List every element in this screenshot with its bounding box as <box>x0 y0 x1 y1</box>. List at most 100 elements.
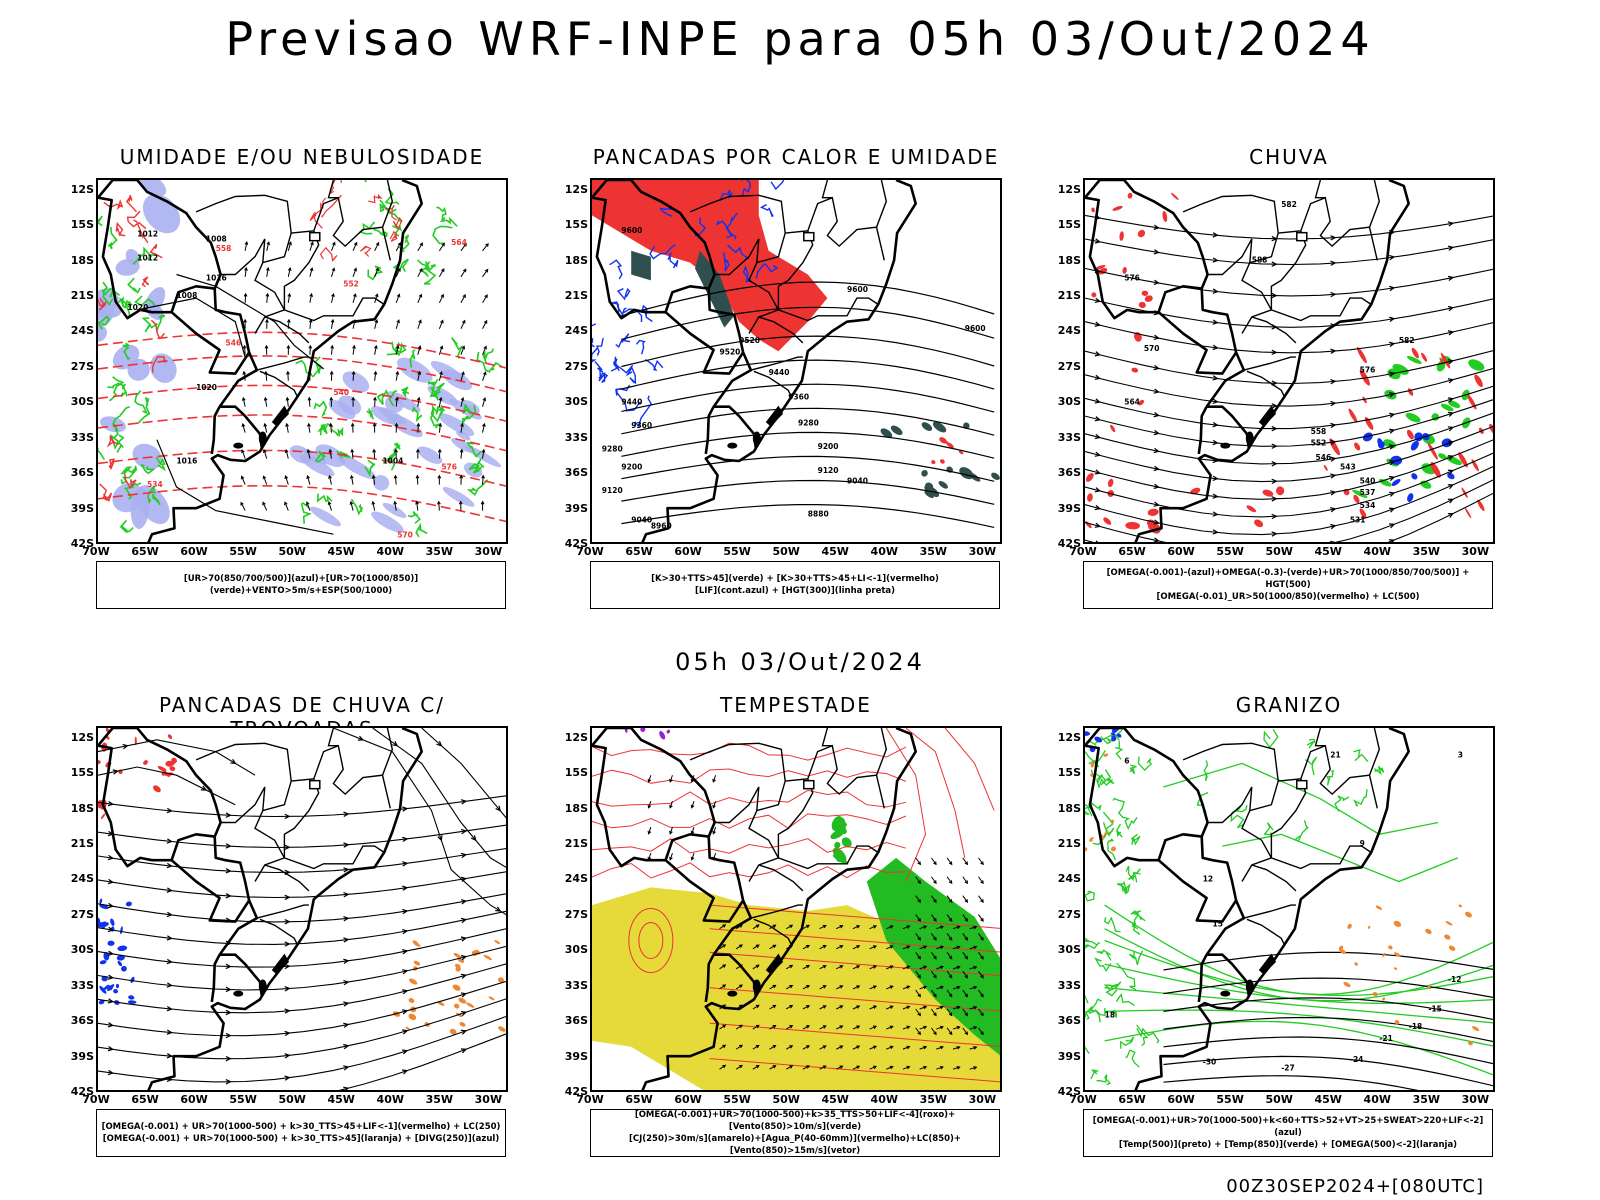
lat-tick-label: 18S <box>564 253 588 267</box>
lon-tick-label: 65W <box>1118 545 1146 558</box>
lon-tick-label: 70W <box>1069 1093 1097 1106</box>
lat-tick-label: 21S <box>564 289 588 303</box>
lat-tick-label: 30S <box>564 943 588 957</box>
lon-tick-label: 60W <box>180 545 208 558</box>
lat-tick-label: 27S <box>1057 359 1081 373</box>
lon-tick-label: 65W <box>625 1093 653 1106</box>
lat-tick-label: 42S <box>564 537 588 550</box>
contour-label: 9040 <box>847 476 868 485</box>
legend-line: [OMEGA(-0.001)-(azul)+OMEGA(-0.3)-(verde… <box>1106 568 1470 590</box>
lon-tick-label: 50W <box>1265 1093 1293 1106</box>
legend-box: [OMEGA(-0.001)-(azul)+OMEGA(-0.3)-(verde… <box>1083 561 1493 609</box>
lat-tick-label: 30S <box>1057 395 1081 409</box>
contour-label: 534 <box>147 480 163 489</box>
lat-tick-label: 24S <box>70 324 94 338</box>
lat-tick-label: 33S <box>70 978 94 992</box>
lat-tick-label: 39S <box>1057 1049 1081 1063</box>
contour-label: 558 <box>216 244 232 253</box>
lat-tick-label: 42S <box>564 1085 588 1098</box>
lon-tick-label: 45W <box>821 545 849 558</box>
lat-tick-label: 39S <box>70 1049 94 1063</box>
lat-tick-label: 36S <box>70 466 94 480</box>
lon-tick-label: 70W <box>1069 545 1097 558</box>
coastline-layer <box>592 728 917 1090</box>
lon-tick-label: 60W <box>1167 1093 1195 1106</box>
lon-tick-label: 60W <box>674 1093 702 1106</box>
lon-tick-label: 35W <box>919 545 948 558</box>
lat-tick-label: 12S <box>564 182 588 196</box>
lon-tick-label: 40W <box>1363 1093 1391 1106</box>
panel-title: CHUVA <box>1249 145 1329 169</box>
lat-tick-label: 12S <box>1057 730 1081 744</box>
lon-tick-label: 65W <box>131 1093 159 1106</box>
lat-tick-label: 21S <box>70 289 94 303</box>
field-layer <box>592 728 1000 1090</box>
contour-label: 6 <box>1124 756 1129 765</box>
lon-tick-label: 55W <box>229 545 257 558</box>
map-canvas: -12 -15 -18 -21 -24 -27 -30 18 15 12 9 6 3 21 <box>1085 728 1493 1090</box>
contour-label: 1008 <box>176 291 197 300</box>
contour-label: 21 <box>1330 751 1340 760</box>
lat-tick-label: 33S <box>70 430 94 444</box>
lon-tick-label: 65W <box>131 545 159 558</box>
lat-tick-label: 15S <box>70 766 94 780</box>
lon-tick-label: 30W <box>1461 545 1490 558</box>
contour-label: 15 <box>1213 919 1223 928</box>
legend-line: [OMEGA(-0.001)+UR>70(1000-500)+k<60+TTS>… <box>1092 1116 1484 1138</box>
contour-label: 582 <box>1281 200 1297 209</box>
lat-tick-label: 21S <box>1057 289 1081 303</box>
lat-tick-label: 24S <box>1057 872 1081 886</box>
contour-label: 9200 <box>818 442 839 451</box>
lat-tick-label: 21S <box>564 837 588 851</box>
lon-tick-label: 55W <box>1216 1093 1244 1106</box>
lat-tick-label: 33S <box>564 978 588 992</box>
lon-tick-label: 35W <box>425 1093 454 1106</box>
contour-label: 1020 <box>127 303 148 312</box>
mid-title: 05h 03/Out/2024 <box>675 648 925 676</box>
contour-label: 18 <box>1105 1010 1115 1019</box>
lon-tick-label: 55W <box>229 1093 257 1106</box>
lon-tick-label: 35W <box>1412 545 1441 558</box>
lat-tick-label: 42S <box>1057 1085 1081 1098</box>
map-canvas <box>98 728 506 1090</box>
legend-line: [OMEGA(-0.001)+UR>70(1000-500)+k>35_TTS>… <box>634 1110 956 1132</box>
lat-tick-label: 12S <box>70 730 94 744</box>
lat-tick-label: 33S <box>1057 430 1081 444</box>
contour-label: 534 <box>1360 501 1376 510</box>
lat-tick-label: 36S <box>564 1014 588 1028</box>
legend-line: [CJ(250)>30m/s](amarelo)+[Agua_P(40-60mm… <box>628 1134 962 1156</box>
lon-tick-label: 30W <box>968 1093 997 1106</box>
coastline-layer <box>1085 728 1410 1090</box>
contour-label: 540 <box>1360 476 1376 485</box>
contour-label: 9600 <box>847 285 868 294</box>
contour-label: 1012 <box>137 230 158 239</box>
map-canvas <box>592 728 1000 1090</box>
contour-label: -15 <box>1428 1004 1442 1013</box>
contour-label: 546 <box>1316 453 1332 462</box>
contour-label: 9 <box>1360 839 1365 848</box>
field-layer: 9600 9520 9600 9600 9440 9360 9280 9200 9120 9040… <box>592 180 1000 530</box>
lon-tick-label: 30W <box>474 545 503 558</box>
contour-label: 9280 <box>798 419 819 428</box>
contour-label: 9120 <box>818 466 839 475</box>
contour-label: 1004 <box>382 456 403 465</box>
lon-tick-label: 30W <box>1461 1093 1490 1106</box>
contour-label: 540 <box>333 388 349 397</box>
contour-label: 546 <box>226 338 242 347</box>
lat-tick-label: 27S <box>1057 907 1081 921</box>
lon-tick-label: 60W <box>180 1093 208 1106</box>
contour-label: 9600 <box>621 226 642 235</box>
legend-line: [OMEGA(-0.001) + UR>70(1000-500) + k>30_… <box>102 1134 500 1144</box>
legend-line: [OMEGA(-0.01)_UR>50(1000/850)(vermelho) … <box>1156 592 1420 602</box>
contour-label: -18 <box>1409 1022 1423 1031</box>
legend-line: [LIF](cont.azul) + [HGT(300)](linha pret… <box>694 586 896 596</box>
contour-label: 537 <box>1360 488 1376 497</box>
lat-tick-label: 33S <box>564 430 588 444</box>
panel-title: GRANIZO <box>1235 693 1343 717</box>
coastline-layer <box>98 180 423 542</box>
map-frame <box>96 726 508 1092</box>
lon-tick-label: 40W <box>376 545 404 558</box>
contour-label: 9360 <box>631 421 652 430</box>
panel-title: UMIDADE E/OU NEBULOSIDADE <box>119 145 485 169</box>
contour-label: 570 <box>1144 344 1160 353</box>
